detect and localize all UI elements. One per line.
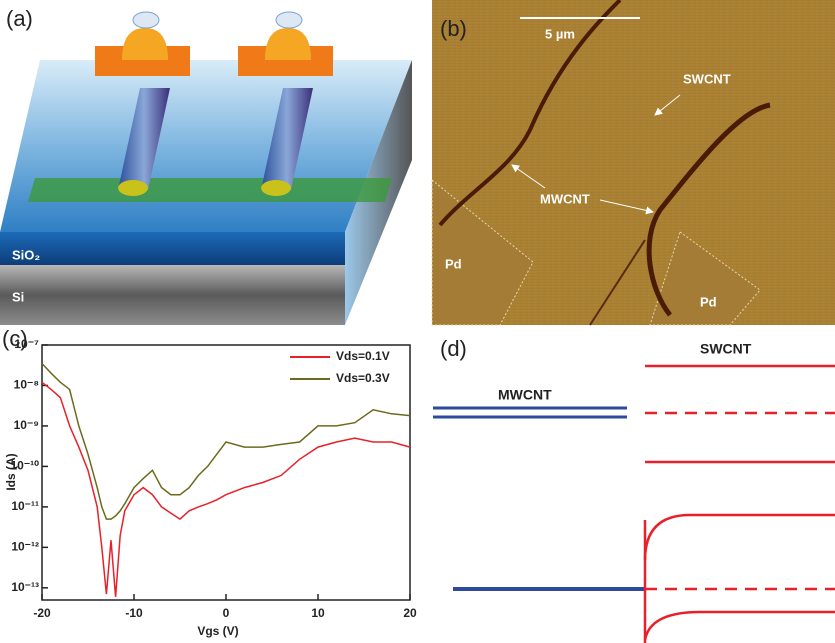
panel-label: (a) bbox=[6, 6, 33, 31]
annotation: MWCNT bbox=[540, 191, 590, 206]
y-tick-label: 10⁻¹⁰ bbox=[11, 459, 40, 473]
legend-label: Vds=0.1V bbox=[336, 349, 390, 363]
x-tick-label: 20 bbox=[403, 606, 417, 620]
layer-label: SiO₂ bbox=[12, 247, 40, 262]
layer-label: Si bbox=[12, 289, 24, 304]
y-tick-label: 10⁻¹² bbox=[11, 540, 39, 554]
figure: (a) SiO₂ Si (b) 5 µm SWCNT MWCNT Pd Pd (… bbox=[0, 0, 835, 643]
data-line bbox=[42, 364, 410, 520]
y-tick-label: 10⁻⁸ bbox=[14, 378, 39, 392]
panel-d: (d) MWCNT SWCNT bbox=[433, 336, 835, 643]
x-tick-label: 10 bbox=[311, 606, 325, 620]
scale-bar-label: 5 µm bbox=[545, 26, 575, 41]
band-label: MWCNT bbox=[498, 387, 552, 403]
panel-label: (d) bbox=[440, 336, 467, 361]
y-tick-label: 10⁻¹¹ bbox=[11, 499, 39, 513]
band-label: SWCNT bbox=[700, 341, 752, 357]
panel-a: (a) SiO₂ Si bbox=[0, 6, 412, 325]
annotation: SWCNT bbox=[683, 71, 731, 86]
x-tick-label: 0 bbox=[223, 606, 230, 620]
annotation: Pd bbox=[445, 256, 462, 271]
legend-label: Vds=0.3V bbox=[336, 371, 390, 385]
x-tick-label: -10 bbox=[125, 606, 143, 620]
x-tick-label: -20 bbox=[33, 606, 51, 620]
x-axis-label: Vgs (V) bbox=[197, 624, 238, 638]
annotation: Pd bbox=[700, 294, 717, 309]
y-tick-label: 10⁻⁹ bbox=[14, 418, 39, 432]
panel-b: (b) 5 µm SWCNT MWCNT Pd Pd bbox=[432, 0, 835, 325]
y-tick-label: 10⁻¹³ bbox=[11, 580, 39, 594]
panel-label: (b) bbox=[440, 16, 467, 41]
y-tick-label: 10⁻⁷ bbox=[14, 337, 39, 351]
